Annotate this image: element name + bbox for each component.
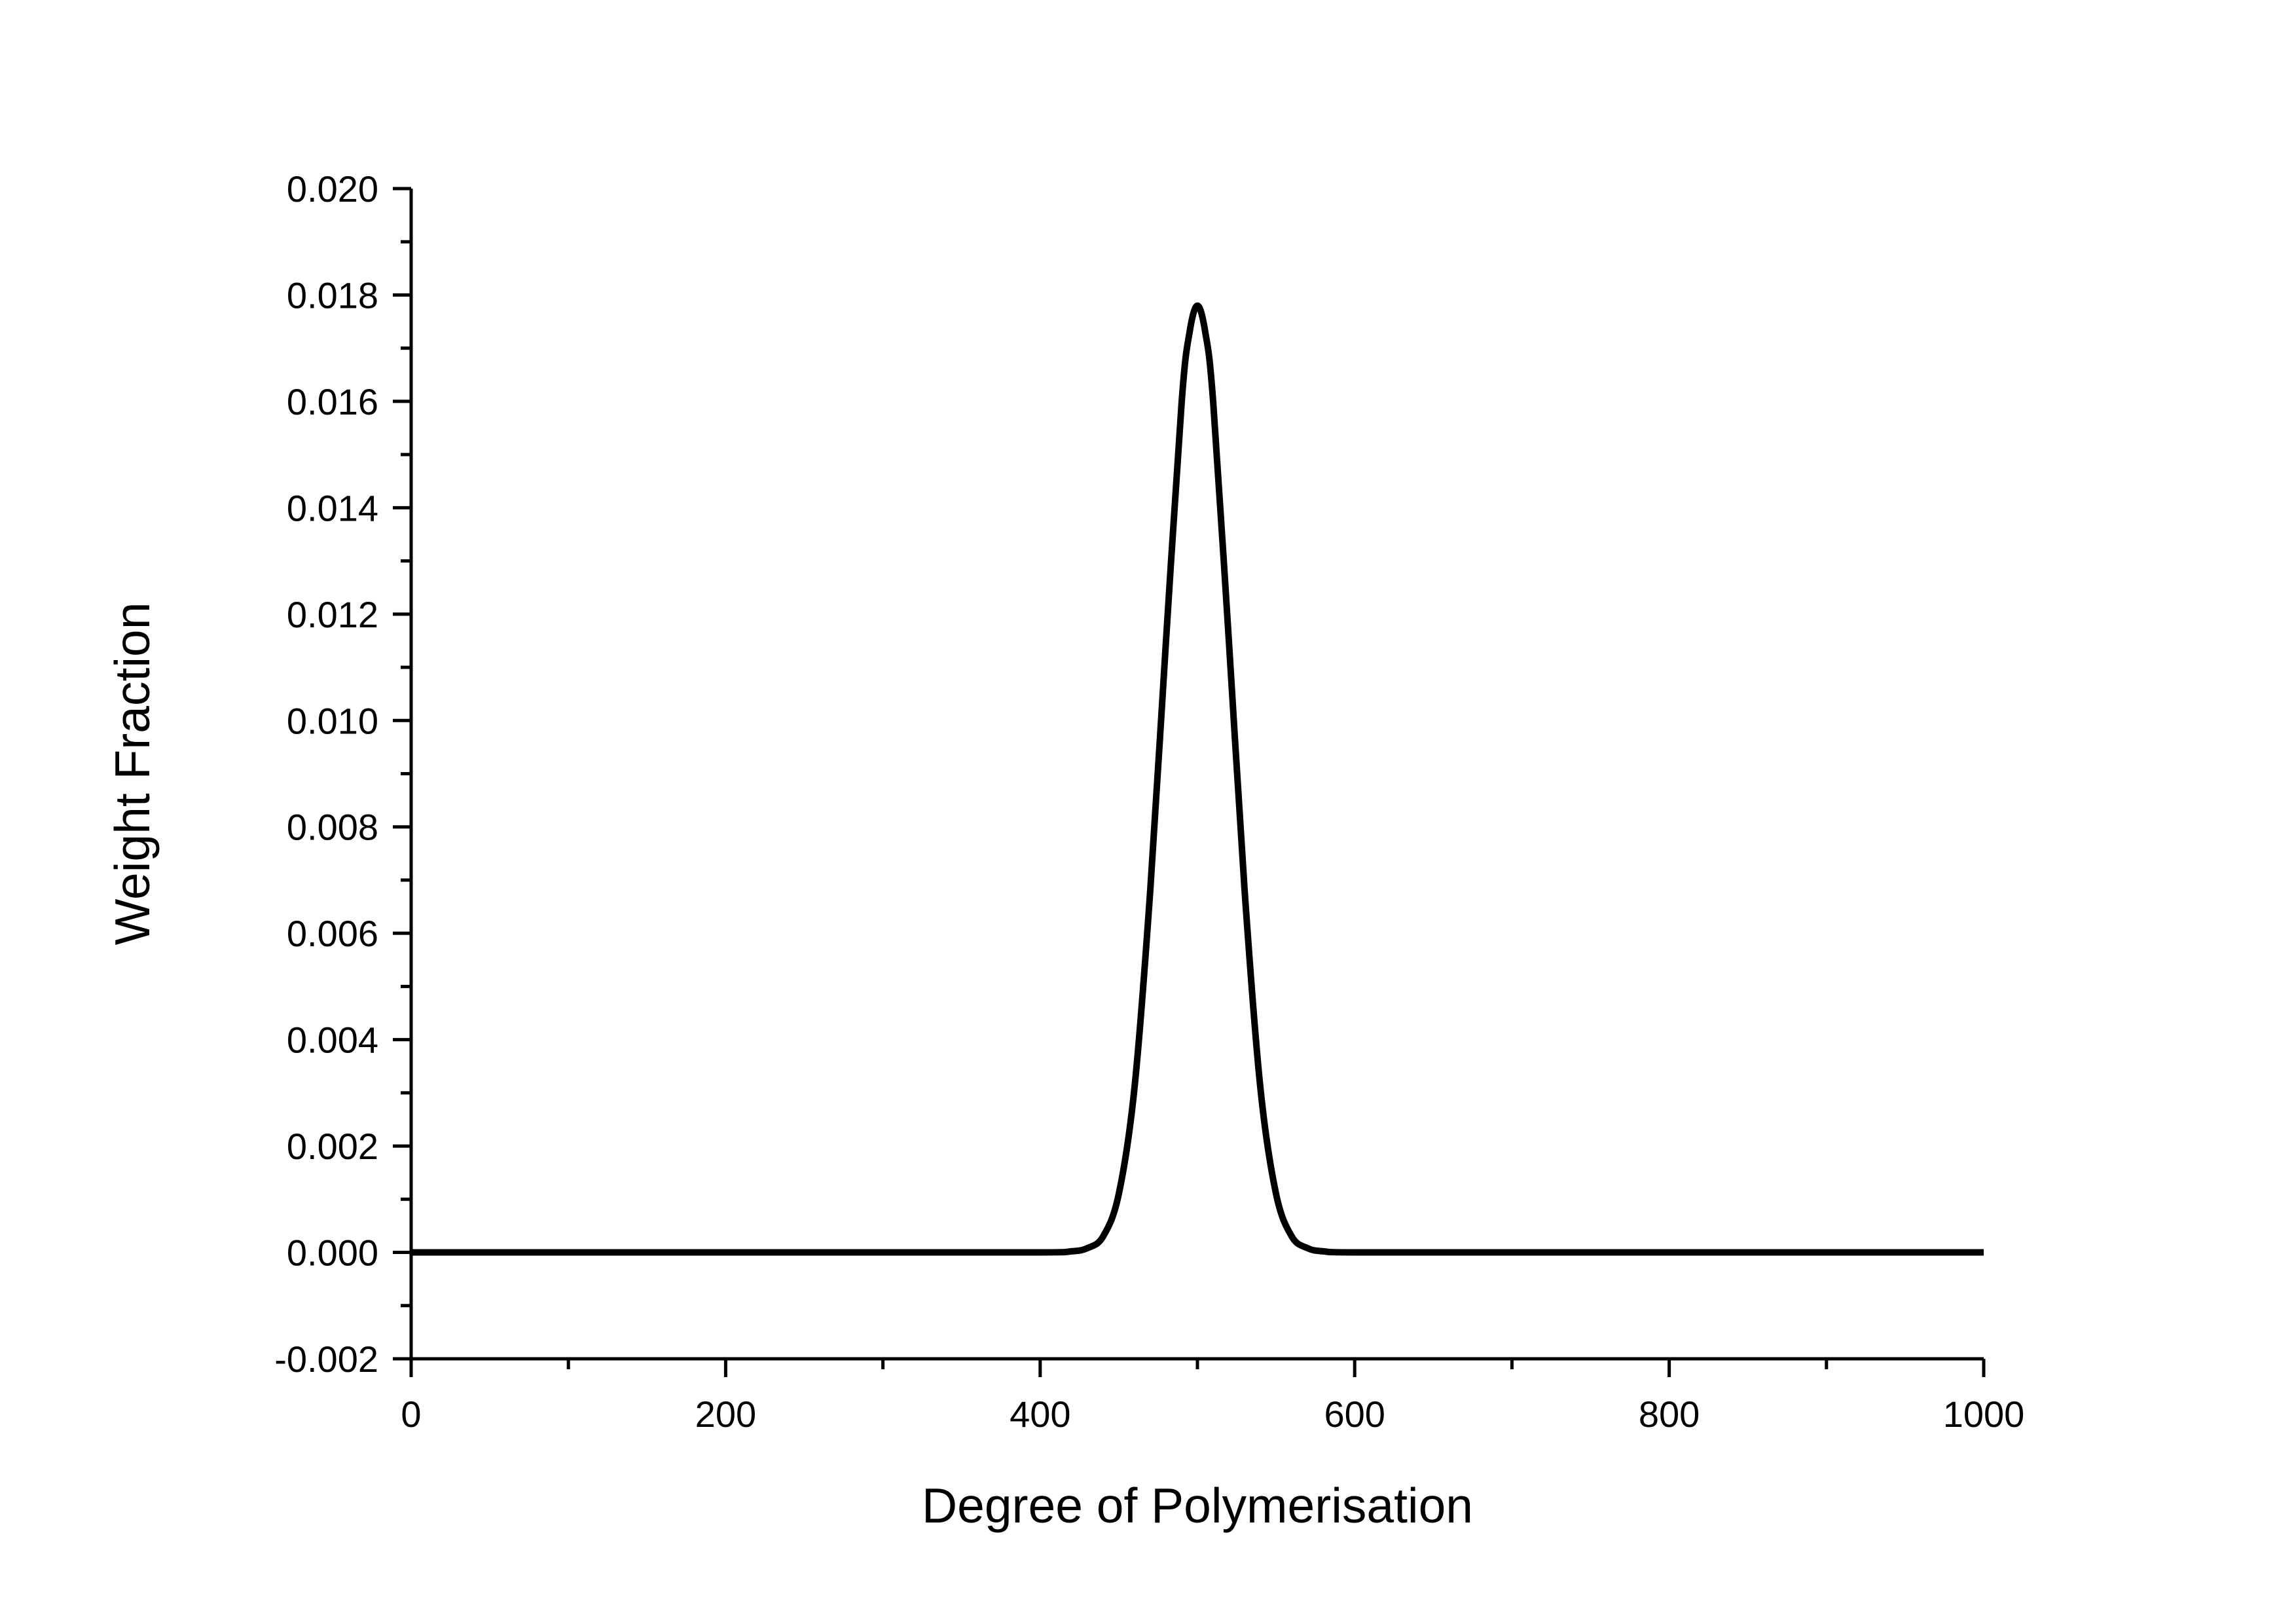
y-tick-label: 0.010 [287, 700, 378, 741]
x-tick-label: 200 [695, 1393, 756, 1435]
y-axis-title: Weight Fraction [105, 602, 160, 946]
x-axis-title: Degree of Polymerisation [922, 1478, 1473, 1533]
x-tick-label: 600 [1324, 1393, 1385, 1435]
axes [409, 189, 1984, 1361]
y-tick-label: 0.020 [287, 168, 378, 210]
series [411, 302, 1984, 1256]
y-tick-label: 0.018 [287, 274, 378, 316]
y-tick-label: 0.004 [287, 1020, 378, 1061]
x-axis-ticks: 0 200 400 600 800 1000 [401, 1359, 2024, 1435]
y-tick-label: 0.012 [287, 594, 378, 635]
y-tick-label: 0.006 [287, 913, 378, 954]
y-tick-label: 0.014 [287, 487, 378, 528]
x-tick-label: 0 [401, 1393, 421, 1435]
y-tick-label: 0.000 [287, 1232, 378, 1274]
y-tick-label: 0.016 [287, 381, 378, 422]
x-tick-label: 800 [1639, 1393, 1700, 1435]
y-tick-label: -0.002 [274, 1338, 378, 1380]
y-axis-ticks: -0.002 0.000 0.002 0.004 0.006 0.008 0.010 0.01… [274, 168, 411, 1380]
y-tick-label: 0.008 [287, 807, 378, 848]
y-tick-label: 0.002 [287, 1126, 378, 1167]
x-tick-label: 400 [1010, 1393, 1070, 1435]
series-line-0 [411, 302, 1984, 1256]
x-tick-label: 1000 [1943, 1393, 2025, 1435]
